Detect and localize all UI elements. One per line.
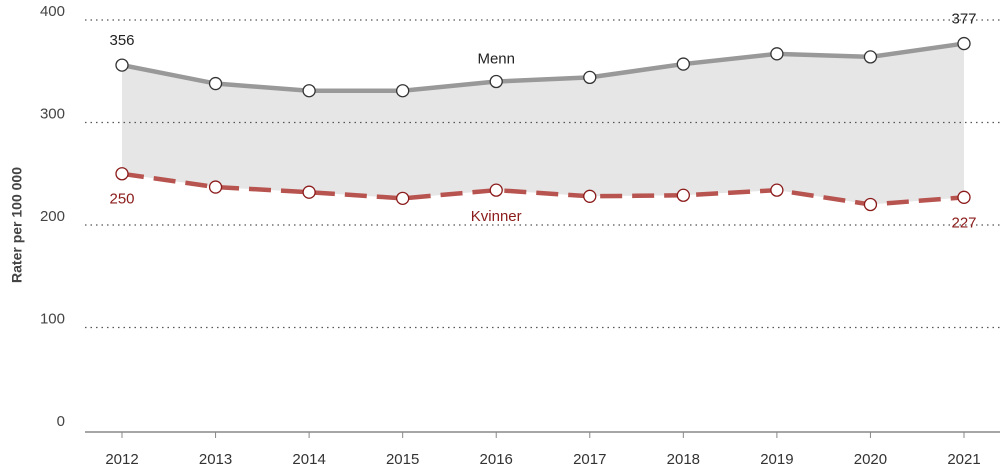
data-point	[208, 76, 223, 91]
data-point	[208, 180, 223, 194]
series-line	[121, 41, 965, 93]
data-label: 227	[951, 214, 976, 231]
series-label: Menn	[477, 50, 515, 67]
data-point	[583, 70, 597, 85]
y-tick-label: 100	[40, 310, 65, 327]
data-point	[396, 84, 410, 98]
x-tick-label: 2017	[573, 451, 606, 468]
data-point	[863, 197, 878, 212]
data-point	[676, 188, 690, 202]
y-tick-label: 400	[40, 3, 65, 20]
data-label: 250	[109, 191, 134, 208]
y-axis-label: Rater per 100 000	[9, 167, 25, 283]
data-point	[583, 189, 597, 203]
data-point	[115, 167, 129, 181]
data-point	[302, 185, 316, 199]
data-point	[489, 183, 503, 197]
y-tick-label: 0	[57, 413, 65, 430]
data-point	[489, 74, 503, 89]
x-tick-label: 2013	[199, 451, 232, 468]
y-tick-label: 200	[40, 208, 65, 225]
data-point	[957, 190, 971, 204]
x-tick-label: 2019	[760, 451, 793, 468]
data-point	[396, 191, 410, 206]
x-tick-label: 2014	[292, 451, 325, 468]
data-label: 356	[109, 32, 134, 49]
data-point	[302, 84, 316, 98]
x-tick-label: 2018	[667, 451, 700, 468]
data-point	[770, 183, 784, 197]
x-tick-label: 2020	[854, 451, 887, 468]
data-point	[863, 50, 878, 64]
data-label: 377	[951, 11, 976, 28]
x-tick-label: 2016	[480, 451, 513, 468]
x-tick-label: 2021	[947, 451, 980, 468]
x-tick-label: 2015	[386, 451, 419, 468]
data-point	[957, 36, 971, 51]
data-point	[676, 57, 690, 71]
y-tick-label: 300	[40, 105, 65, 122]
series-line	[121, 171, 965, 207]
data-point	[115, 58, 129, 72]
series-label: Kvinner	[471, 208, 522, 225]
data-point	[770, 47, 784, 61]
x-tick-label: 2012	[105, 451, 138, 468]
band	[122, 43, 964, 205]
